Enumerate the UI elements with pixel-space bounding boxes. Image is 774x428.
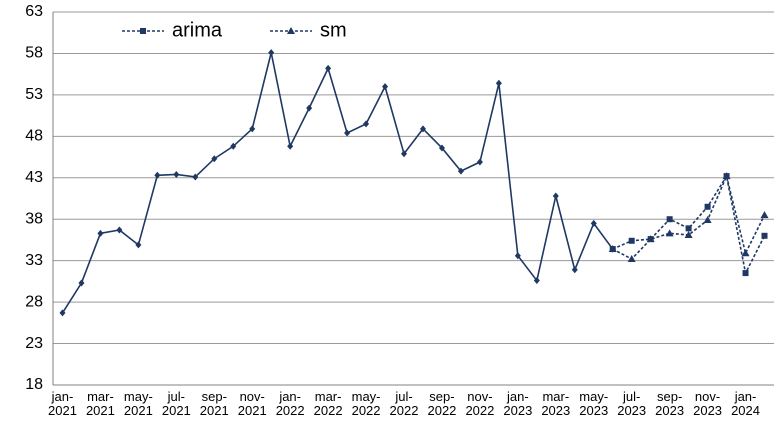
x-tick-label: nov-2023 [693, 389, 723, 418]
marker [457, 167, 464, 175]
marker [760, 211, 769, 219]
marker [533, 277, 540, 285]
legend-label: sm [320, 19, 347, 41]
marker [514, 252, 521, 260]
marker [192, 173, 199, 181]
marker [646, 235, 655, 243]
y-tick-label: 48 [25, 128, 43, 145]
x-tick-label: jul-2022 [389, 389, 419, 418]
x-tick-label: nov-2022 [465, 389, 495, 418]
series-line [612, 173, 766, 276]
legend-label: arima [172, 19, 223, 41]
marker [154, 171, 161, 179]
marker [722, 172, 731, 180]
marker [230, 142, 237, 150]
marker [741, 249, 750, 257]
marker [306, 104, 313, 112]
marker [140, 28, 146, 34]
y-tick-label: 63 [25, 3, 43, 20]
series-line [612, 173, 766, 260]
marker [685, 225, 692, 232]
marker [382, 83, 389, 91]
marker [97, 229, 104, 237]
marker [704, 203, 711, 210]
marker [627, 255, 636, 263]
marker [742, 270, 749, 277]
marker [552, 192, 559, 200]
marker [495, 79, 502, 87]
marker [135, 241, 142, 249]
marker [761, 232, 768, 239]
y-tick-label: 23 [25, 335, 43, 352]
marker [419, 125, 426, 133]
marker [325, 64, 332, 72]
marker [438, 144, 445, 152]
marker [703, 216, 712, 224]
series-line [61, 52, 614, 314]
marker [173, 170, 180, 178]
marker [363, 120, 370, 128]
marker [401, 150, 408, 158]
x-tick-label: jan-2021 [48, 389, 77, 418]
x-tick-label: jan-2024 [731, 389, 760, 418]
marker [287, 27, 295, 34]
x-tick-label: nov-2021 [237, 389, 267, 418]
x-tick-label: jul-2021 [161, 389, 191, 418]
x-tick-label: sep-2022 [427, 389, 457, 418]
y-tick-label: 58 [25, 45, 43, 62]
y-tick-label: 53 [25, 86, 43, 103]
x-tick-label: sep-2021 [199, 389, 229, 418]
marker [571, 266, 578, 274]
marker [684, 230, 693, 238]
marker [78, 279, 85, 287]
marker [476, 158, 483, 166]
x-tick-label: mar-2022 [313, 389, 343, 418]
x-tick-label: mar-2021 [85, 389, 115, 418]
x-tick-label: jan-2023 [503, 389, 533, 418]
x-tick-label: may-2023 [579, 389, 609, 418]
x-tick-label: jul-2023 [617, 389, 647, 418]
x-tick-label: may-2021 [123, 389, 153, 418]
y-tick-label: 18 [25, 376, 43, 393]
marker [590, 219, 597, 227]
marker [344, 129, 351, 137]
marker [59, 309, 66, 317]
x-tick-label: mar-2023 [541, 389, 571, 418]
y-tick-label: 33 [25, 252, 43, 269]
x-tick-label: may-2022 [351, 389, 381, 418]
marker [608, 245, 617, 253]
y-tick-label: 43 [25, 169, 43, 186]
y-tick-label: 38 [25, 210, 43, 227]
marker [628, 237, 635, 244]
x-tick-label: sep-2023 [655, 389, 685, 418]
x-tick-label: jan-2022 [275, 389, 305, 418]
marker [666, 216, 673, 223]
marker [211, 155, 218, 163]
marker [287, 142, 294, 150]
marker [665, 229, 674, 237]
y-tick-label: 28 [25, 293, 43, 310]
marker [249, 125, 256, 133]
marker [116, 226, 123, 234]
marker [268, 49, 275, 57]
